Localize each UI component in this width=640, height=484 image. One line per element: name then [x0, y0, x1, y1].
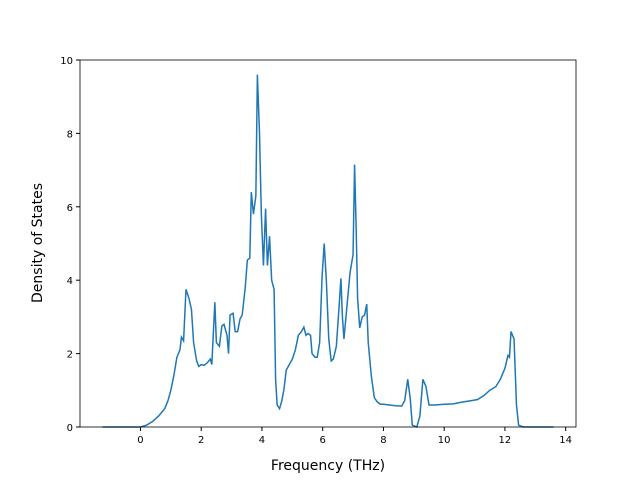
x-axis-label: Frequency (THz): [271, 458, 385, 474]
y-tick-label: 4: [67, 276, 73, 287]
y-axis-label: Density of States: [30, 183, 46, 303]
x-tick-label: 8: [380, 435, 386, 446]
y-tick-label: 0: [67, 423, 73, 434]
y-tick-label: 6: [67, 203, 73, 214]
line-series: [102, 74, 554, 429]
x-tick-label: 10: [438, 435, 451, 446]
x-tick-label: 2: [198, 435, 204, 446]
x-tick-label: 6: [319, 435, 325, 446]
y-tick-label: 10: [60, 56, 73, 67]
x-tick-label: 14: [559, 435, 572, 446]
plot-frame: [79, 59, 577, 428]
x-tick-label: 4: [259, 435, 265, 446]
y-tick-label: 8: [67, 129, 73, 140]
x-tick-label: 12: [499, 435, 512, 446]
y-tick-label: 2: [67, 350, 73, 361]
x-tick-label: 0: [137, 435, 143, 446]
